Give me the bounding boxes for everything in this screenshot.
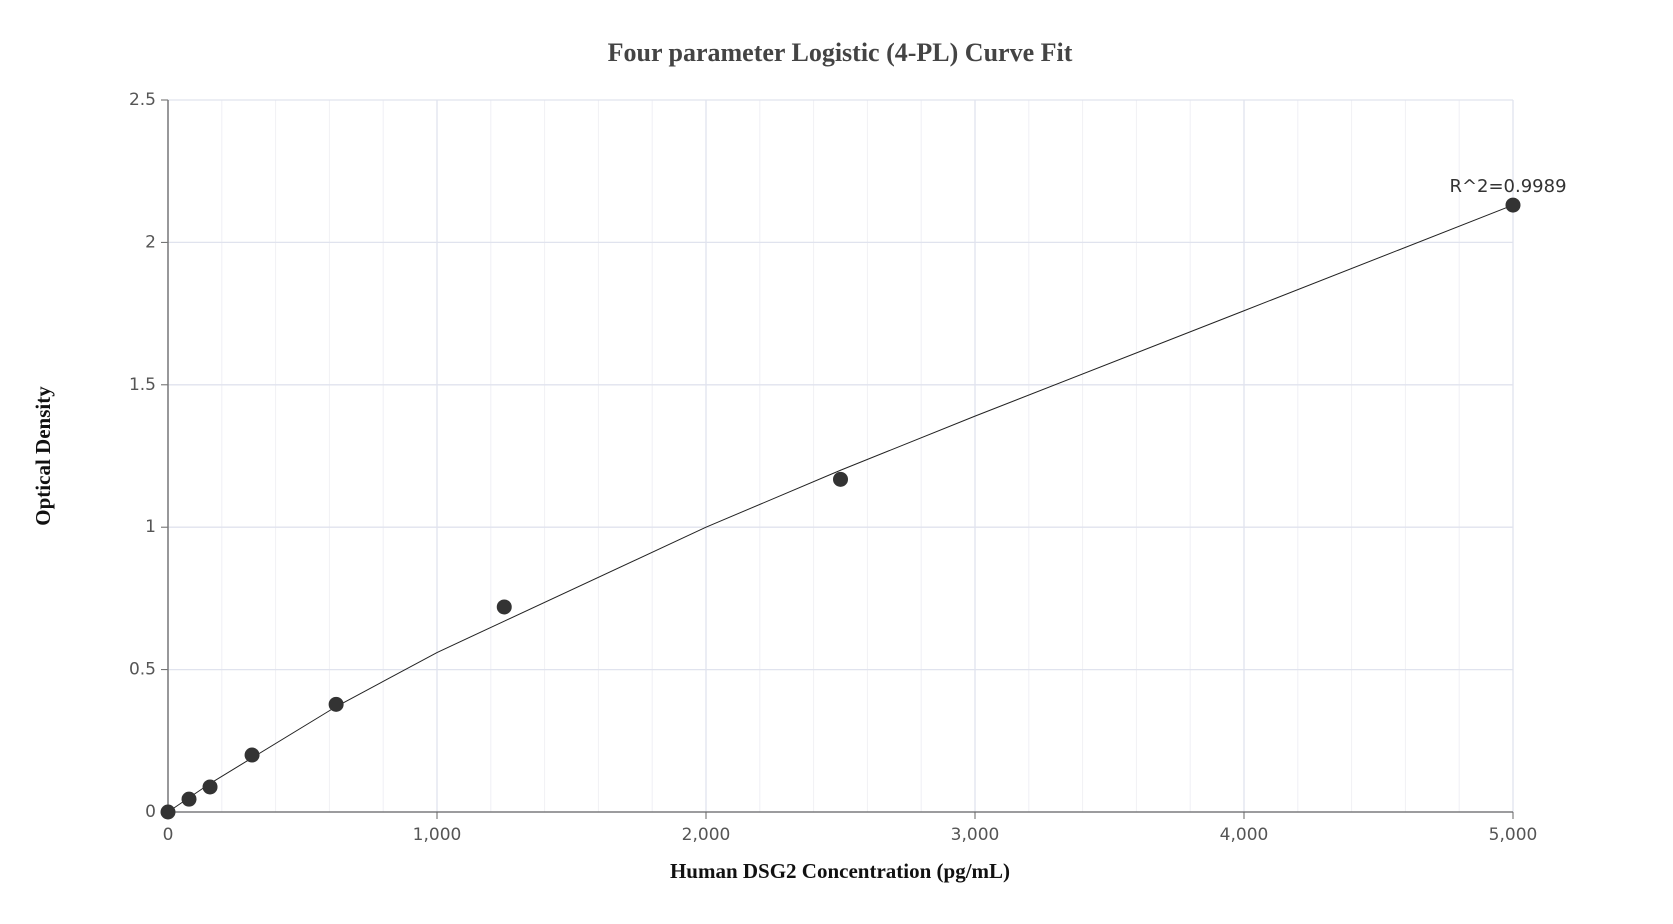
- data-point: [181, 791, 197, 807]
- data-point: [1505, 197, 1521, 213]
- data-point: [833, 471, 848, 487]
- x-tick-label: 5,000: [1489, 825, 1538, 845]
- x-tick-label: 2,000: [682, 825, 731, 845]
- data-point: [160, 804, 176, 820]
- data-point: [328, 696, 344, 712]
- fit-curve: [167, 204, 1514, 813]
- chart-title: Four parameter Logistic (4-PL) Curve Fit: [608, 38, 1073, 67]
- y-tick-label: 0.5: [129, 660, 156, 680]
- y-tick-label: 2.5: [129, 90, 156, 110]
- data-point: [202, 779, 218, 795]
- x-axis-title: Human DSG2 Concentration (pg/mL): [670, 859, 1010, 883]
- data-point: [496, 599, 512, 615]
- annotation: R^2=0.9989: [1449, 176, 1566, 197]
- y-tick-label: 2: [145, 232, 156, 252]
- y-tick-label: 1: [145, 517, 156, 537]
- x-tick-label: 4,000: [1220, 825, 1269, 845]
- x-tick-label: 3,000: [951, 825, 1000, 845]
- y-tick-label: 0: [145, 802, 156, 822]
- x-tick-label: 1,000: [413, 825, 462, 845]
- y-tick-label: 1.5: [129, 375, 156, 395]
- x-tick-label: 0: [163, 825, 174, 845]
- data-point: [244, 747, 260, 763]
- y-axis-title: Optical Density: [31, 386, 55, 526]
